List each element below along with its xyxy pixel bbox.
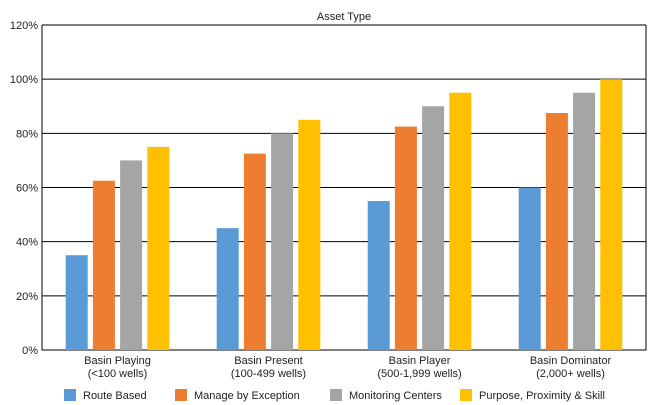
x-category-label: Basin Playing	[84, 355, 151, 367]
axes	[41, 25, 647, 350]
bar	[120, 160, 143, 350]
y-tick-label: 60%	[16, 183, 38, 195]
bar	[449, 92, 472, 350]
bar	[573, 92, 596, 350]
x-axis-categories: Basin Playing(<100 wells) Basin Present(1…	[84, 355, 611, 380]
bar	[518, 187, 541, 350]
legend-swatch	[330, 389, 342, 401]
y-tick-label: 100%	[10, 74, 38, 86]
chart-title: Asset Type	[317, 11, 371, 23]
y-tick-label: 20%	[16, 291, 38, 303]
legend-label: Route Based	[83, 390, 147, 402]
x-category-label: Basin Dominator	[530, 355, 612, 367]
legend-swatch	[460, 389, 472, 401]
bar	[147, 146, 170, 350]
y-tick-label: 80%	[16, 128, 38, 140]
bar	[216, 228, 239, 350]
legend-label: Monitoring Centers	[349, 390, 442, 402]
bar	[367, 201, 390, 350]
bar	[545, 113, 568, 350]
legend-label: Purpose, Proximity & Skill	[479, 390, 605, 402]
x-category-label: (<100 wells)	[88, 368, 148, 380]
bar	[394, 126, 417, 350]
x-category-label: Basin Present	[234, 355, 302, 367]
bars	[65, 79, 623, 351]
legend-swatch	[64, 389, 76, 401]
x-category-label: (100-499 wells)	[231, 368, 306, 380]
bar	[243, 153, 266, 350]
y-tick-label: 40%	[16, 237, 38, 249]
x-category-label: (2,000+ wells)	[536, 368, 605, 380]
y-tick-label: 0%	[22, 345, 38, 357]
bar	[92, 180, 115, 350]
bar	[65, 255, 88, 350]
legend: Route Based Manage by Exception Monitoring…	[64, 389, 605, 402]
bar	[422, 106, 445, 350]
y-axis-ticks: 0% 20% 40% 60% 80% 100% 120%	[10, 20, 38, 357]
legend-swatch	[175, 389, 187, 401]
bar	[271, 133, 294, 350]
x-category-label: Basin Player	[389, 355, 451, 367]
bar	[600, 79, 623, 351]
bar	[298, 119, 321, 351]
legend-label: Manage by Exception	[194, 390, 300, 402]
gridlines	[42, 24, 646, 351]
y-tick-label: 120%	[10, 20, 38, 32]
x-category-label: (500-1,999 wells)	[377, 368, 461, 380]
